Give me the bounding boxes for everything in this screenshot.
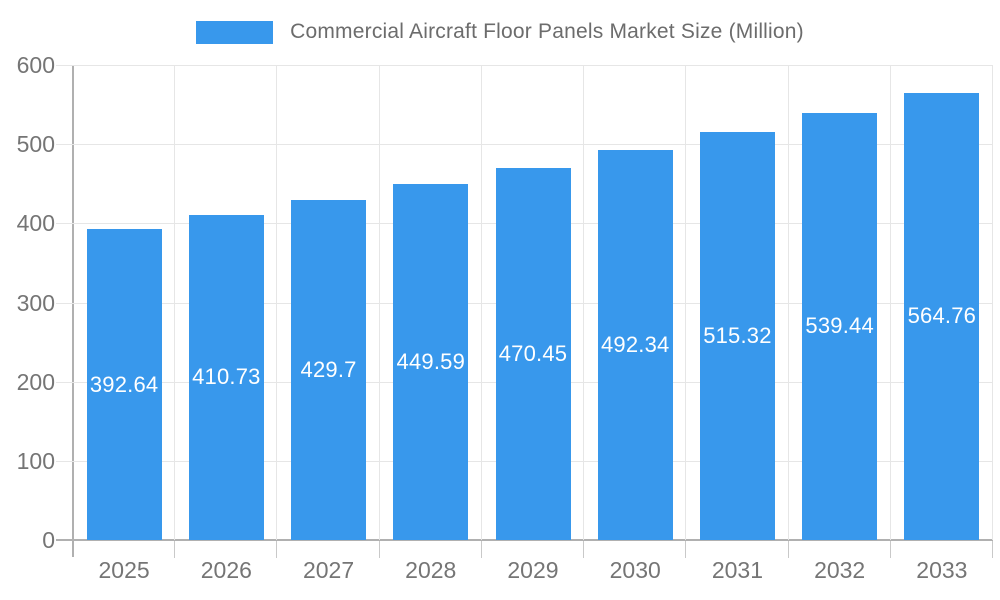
- y-tick-label-400: 400: [16, 210, 55, 237]
- bar-value-label-2030: 492.34: [600, 332, 670, 358]
- y-tick-label-100: 100: [16, 447, 55, 474]
- bar-2025[interactable]: 392.64: [86, 229, 162, 540]
- gridline-x-2029: [583, 65, 585, 540]
- bar-value-label-2029: 470.45: [498, 340, 568, 366]
- plot-area: 392.64 410.73 429.7 449.59 470.45 492.34 515.3…: [56, 65, 993, 540]
- x-tick-label-2031: 2031: [711, 557, 764, 583]
- bar-2030[interactable]: 492.34: [597, 150, 673, 540]
- x-tick-label-2029: 2029: [507, 557, 559, 583]
- gridline-x-2025: [174, 65, 176, 540]
- gridline-x-2028: [480, 65, 482, 540]
- y-axis-labels: 0 100 200 300 400 500 600: [0, 52, 55, 553]
- y-tick-label-600: 600: [16, 52, 55, 78]
- y-axis-line: [72, 65, 74, 557]
- legend-swatch[interactable]: [196, 20, 274, 44]
- bar-value-label-2028: 449.59: [396, 349, 466, 375]
- x-axis-ticks: [73, 541, 993, 558]
- x-tick-label-2027: 2027: [302, 557, 355, 583]
- bar-value-label-2027: 429.7: [300, 356, 357, 382]
- y-tick-label-0: 0: [42, 527, 55, 553]
- gridline-x-2027: [378, 65, 380, 540]
- bar-2026[interactable]: 410.73: [188, 214, 264, 540]
- bar-value-label-2032: 539.44: [805, 313, 874, 339]
- x-tick-2025: [174, 541, 176, 558]
- x-tick-label-2025: 2025: [98, 557, 150, 583]
- legend: Commercial Aircraft Floor Panels Market …: [0, 16, 1000, 48]
- x-tick-label-2032: 2032: [814, 557, 866, 583]
- bar-value-label-2026: 410.73: [192, 364, 261, 390]
- x-tick-2030: [685, 541, 687, 558]
- bar-2032[interactable]: 539.44: [802, 112, 878, 540]
- gridline-y-500: [56, 144, 993, 146]
- x-tick-2031: [787, 541, 789, 558]
- x-tick-2033: [992, 541, 993, 558]
- x-tick-label-2033: 2033: [916, 557, 968, 583]
- bar-2027[interactable]: 429.7: [291, 199, 367, 540]
- x-tick-2028: [480, 541, 482, 558]
- bar-value-label-2031: 515.32: [703, 323, 772, 349]
- gridline-x-2033: [992, 65, 993, 540]
- gridline-x-2026: [276, 65, 278, 540]
- bar-value-label-2033: 564.76: [907, 303, 977, 329]
- chart-title: Commercial Aircraft Floor Panels Market …: [290, 20, 804, 43]
- gridline-y-600: [56, 65, 993, 66]
- x-axis-line: [56, 539, 993, 541]
- x-tick-2027: [378, 541, 380, 558]
- bar-value-label-2025: 392.64: [89, 371, 159, 397]
- x-tick-2032: [889, 541, 891, 558]
- x-tick-2029: [583, 541, 585, 558]
- x-tick-label-2026: 2026: [200, 557, 252, 583]
- bar-2028[interactable]: 449.59: [393, 184, 469, 540]
- x-tick-2026: [276, 541, 278, 558]
- y-tick-label-500: 500: [16, 131, 55, 158]
- gridline-x-2030: [685, 65, 687, 540]
- gridline-x-2031: [787, 65, 789, 540]
- bar-2031[interactable]: 515.32: [699, 132, 775, 540]
- bar-2033[interactable]: 564.76: [904, 92, 980, 540]
- y-tick-label-200: 200: [16, 368, 55, 395]
- x-tick-label-2030: 2030: [609, 557, 661, 583]
- gridline-x-2032: [889, 65, 891, 540]
- x-tick-label-2028: 2028: [405, 557, 457, 583]
- x-axis-labels: 2025 2026 2027 2028 2029 2030 2031 2032 2033: [73, 553, 993, 589]
- y-tick-label-300: 300: [16, 289, 55, 316]
- bar-2029[interactable]: 470.45: [495, 167, 571, 540]
